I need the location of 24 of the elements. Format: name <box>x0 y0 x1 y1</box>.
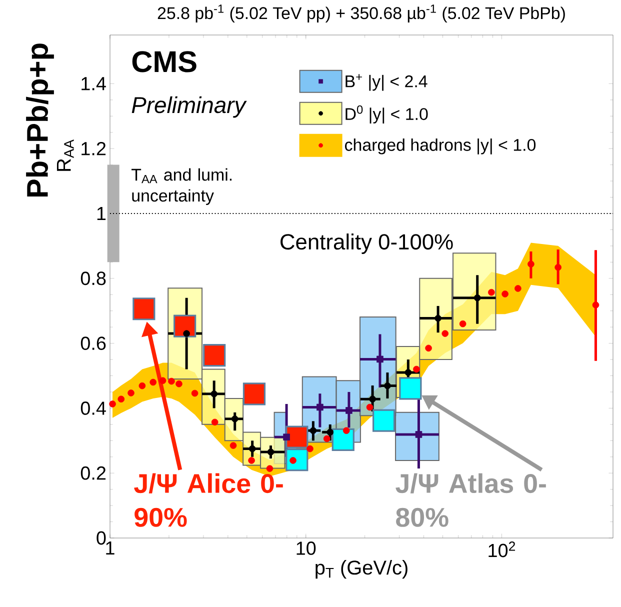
y-tick-label: 0.4 <box>80 401 106 415</box>
series-label: J/Ψ Alice 0-90% <box>134 473 283 527</box>
y-tick-label: 0 <box>96 531 106 545</box>
y-tick-label: 0.8 <box>80 272 106 286</box>
annotation: Preliminary <box>132 96 247 118</box>
y-tick-label: 0.2 <box>80 466 106 480</box>
chart-title: 25.8 pb$^{-1}$ (5.02 TeV pp) + 350.68 µb$^{-1}$ (5.02 TeV PbPb) <box>158 4 565 22</box>
x-tick-label: 1 <box>106 542 114 555</box>
x-tick-label: 10 <box>296 542 316 555</box>
y-tick-label: 1.4 <box>82 77 106 90</box>
y-axis-title: R$_{AA}$ <box>56 139 74 171</box>
legend-label: B$^{+}$ |y| < 2.4 <box>346 74 428 91</box>
text: Pb+Pb/p+p <box>26 44 54 197</box>
annotation: T$_{AA}$ and lumi. uncertainty <box>132 168 232 206</box>
x-tick-label: 10$^{2}$ <box>488 542 516 558</box>
y-tick-label: 1.2 <box>82 142 106 156</box>
x-axis-title: p$_{T}$ (GeV/c) <box>316 560 408 579</box>
legend-label: charged hadrons |y| < 1.0 <box>345 138 536 154</box>
y-tick-label: 0.6 <box>80 336 106 350</box>
series-label: J/Ψ Atlas 0-80% <box>396 473 546 527</box>
y-tick-label: 1 <box>97 206 106 220</box>
annotation: CMS <box>132 51 196 72</box>
legend-label: D$^{0}$ |y| < 1.0 <box>346 105 428 124</box>
annotation: Centrality 0-100% <box>280 234 453 254</box>
